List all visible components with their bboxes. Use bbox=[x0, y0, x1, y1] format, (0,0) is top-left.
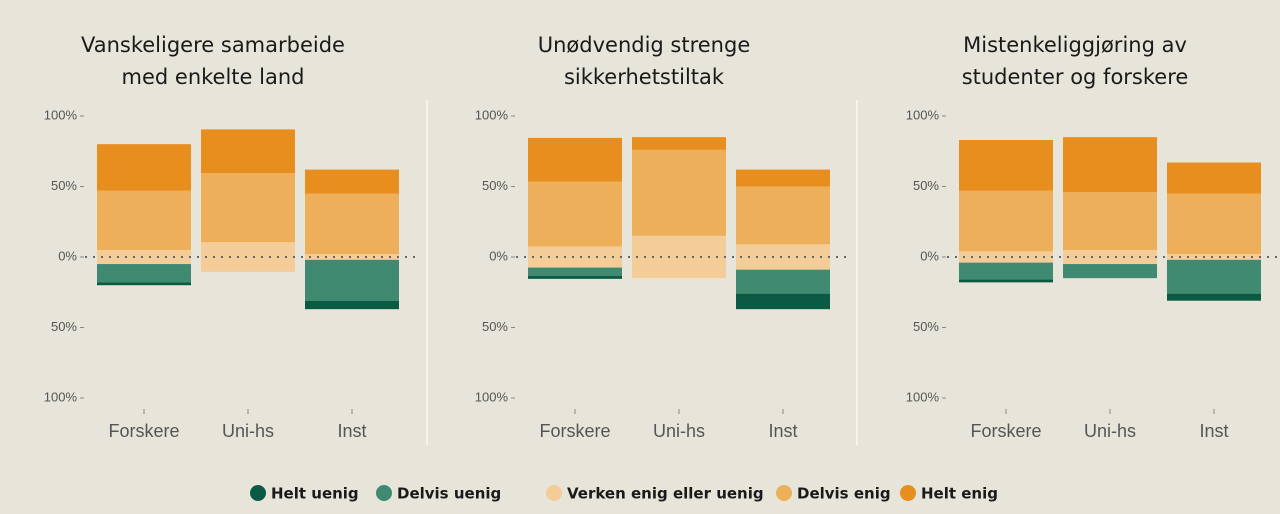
bar-segment bbox=[1167, 193, 1261, 255]
y-tick-label: 100% bbox=[906, 107, 940, 122]
y-tick-label: 100% bbox=[475, 389, 509, 404]
legend-swatch bbox=[376, 485, 392, 501]
y-tick-label: 0% bbox=[489, 248, 508, 263]
y-tick-label: 50% bbox=[482, 319, 508, 334]
y-tick-label: 50% bbox=[913, 319, 939, 334]
bar-segment bbox=[1167, 162, 1261, 194]
bar-segment bbox=[528, 267, 622, 277]
bar-segment bbox=[959, 251, 1053, 263]
y-tick-label: 50% bbox=[51, 178, 77, 193]
x-tick-label: Inst bbox=[768, 421, 797, 441]
x-tick-label: Forskere bbox=[539, 421, 610, 441]
x-tick-label: Forskere bbox=[108, 421, 179, 441]
bar-segment bbox=[1167, 293, 1261, 301]
bar-segment bbox=[1063, 137, 1157, 193]
bar-segment bbox=[528, 181, 622, 247]
legend-label: Delvis uenig bbox=[397, 485, 501, 503]
bar-segment bbox=[736, 269, 830, 294]
chart-title: Mistenkeliggjøring av bbox=[963, 33, 1187, 57]
bar-segment bbox=[528, 246, 622, 268]
legend-label: Delvis enig bbox=[797, 485, 891, 503]
bar-segment bbox=[959, 279, 1053, 283]
chart-title: Unødvendig strenge bbox=[538, 33, 751, 57]
bar-segment bbox=[97, 264, 191, 283]
bar-segment bbox=[528, 276, 622, 279]
y-tick-label: 50% bbox=[482, 178, 508, 193]
x-tick-label: Uni-hs bbox=[222, 421, 274, 441]
bar-segment bbox=[528, 137, 622, 182]
bar-segment bbox=[201, 173, 295, 243]
y-tick-label: 50% bbox=[913, 178, 939, 193]
bar-segment bbox=[1063, 249, 1157, 265]
legend-label: Verken enig eller uenig bbox=[567, 485, 764, 503]
legend-swatch bbox=[900, 485, 916, 501]
bar-segment bbox=[97, 249, 191, 265]
bar-segment bbox=[305, 254, 399, 260]
bar-segment bbox=[305, 193, 399, 255]
x-tick-label: Uni-hs bbox=[653, 421, 705, 441]
bar-segment bbox=[736, 186, 830, 245]
x-tick-label: Inst bbox=[1199, 421, 1228, 441]
x-tick-label: Uni-hs bbox=[1084, 421, 1136, 441]
x-tick-label: Inst bbox=[337, 421, 366, 441]
bar-segment bbox=[305, 169, 399, 194]
bar-segment bbox=[736, 293, 830, 310]
x-tick-label: Forskere bbox=[970, 421, 1041, 441]
chart-title: sikkerhetstiltak bbox=[564, 65, 725, 89]
y-tick-label: 100% bbox=[475, 107, 509, 122]
legend-label: Helt enig bbox=[921, 485, 998, 503]
y-tick-label: 100% bbox=[44, 107, 78, 122]
y-tick-label: 50% bbox=[51, 319, 77, 334]
bar-segment bbox=[201, 242, 295, 272]
bar-segment bbox=[97, 190, 191, 250]
legend-swatch bbox=[250, 485, 266, 501]
bar-segment bbox=[1167, 254, 1261, 260]
bar-segment bbox=[736, 244, 830, 270]
bar-segment bbox=[632, 149, 726, 236]
bar-segment bbox=[959, 190, 1053, 252]
bar-segment bbox=[632, 137, 726, 150]
bar-segment bbox=[1063, 264, 1157, 279]
y-tick-label: 0% bbox=[58, 248, 77, 263]
chart-title: studenter og forskere bbox=[962, 65, 1189, 89]
legend-label: Helt uenig bbox=[271, 485, 359, 503]
bar-segment bbox=[1167, 259, 1261, 294]
bar-segment bbox=[97, 282, 191, 286]
legend-swatch bbox=[546, 485, 562, 501]
y-tick-label: 0% bbox=[920, 248, 939, 263]
bar-segment bbox=[736, 169, 830, 187]
legend-swatch bbox=[776, 485, 792, 501]
bar-segment bbox=[959, 139, 1053, 191]
bar-segment bbox=[632, 235, 726, 279]
chart-title: Vanskeligere samarbeide bbox=[81, 33, 345, 57]
y-tick-label: 100% bbox=[44, 389, 78, 404]
bar-segment bbox=[1063, 192, 1157, 250]
bar-segment bbox=[305, 259, 399, 301]
bar-segment bbox=[201, 129, 295, 174]
chart-title: med enkelte land bbox=[122, 65, 305, 89]
bar-segment bbox=[305, 300, 399, 310]
bar-segment bbox=[97, 144, 191, 191]
y-tick-label: 100% bbox=[906, 389, 940, 404]
bar-segment bbox=[959, 262, 1053, 280]
